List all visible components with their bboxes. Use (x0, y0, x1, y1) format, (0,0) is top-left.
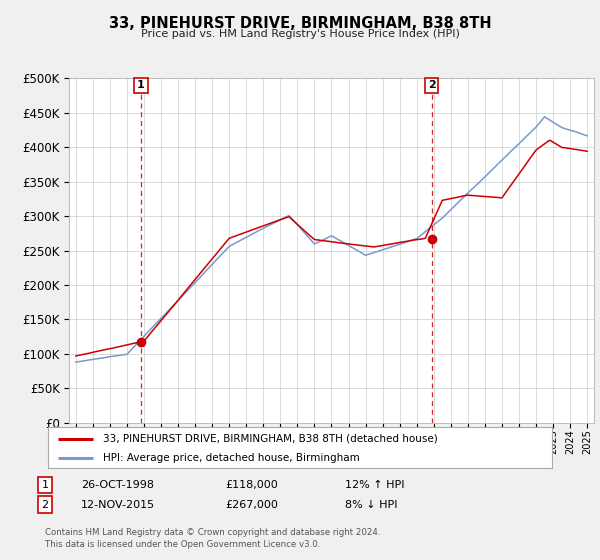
Text: 12-NOV-2015: 12-NOV-2015 (81, 500, 155, 510)
Text: 2: 2 (41, 500, 49, 510)
Text: 26-OCT-1998: 26-OCT-1998 (81, 480, 154, 490)
Text: 1: 1 (137, 81, 145, 91)
Text: This data is licensed under the Open Government Licence v3.0.: This data is licensed under the Open Gov… (45, 540, 320, 549)
Text: 2: 2 (428, 81, 436, 91)
Text: Contains HM Land Registry data © Crown copyright and database right 2024.: Contains HM Land Registry data © Crown c… (45, 528, 380, 536)
Text: 1: 1 (41, 480, 49, 490)
Text: 33, PINEHURST DRIVE, BIRMINGHAM, B38 8TH: 33, PINEHURST DRIVE, BIRMINGHAM, B38 8TH (109, 16, 491, 31)
Text: £267,000: £267,000 (225, 500, 278, 510)
Text: 12% ↑ HPI: 12% ↑ HPI (345, 480, 404, 490)
Text: HPI: Average price, detached house, Birmingham: HPI: Average price, detached house, Birm… (103, 452, 360, 463)
Text: £118,000: £118,000 (225, 480, 278, 490)
Text: 8% ↓ HPI: 8% ↓ HPI (345, 500, 398, 510)
Text: Price paid vs. HM Land Registry's House Price Index (HPI): Price paid vs. HM Land Registry's House … (140, 29, 460, 39)
Text: 33, PINEHURST DRIVE, BIRMINGHAM, B38 8TH (detached house): 33, PINEHURST DRIVE, BIRMINGHAM, B38 8TH… (103, 433, 438, 444)
